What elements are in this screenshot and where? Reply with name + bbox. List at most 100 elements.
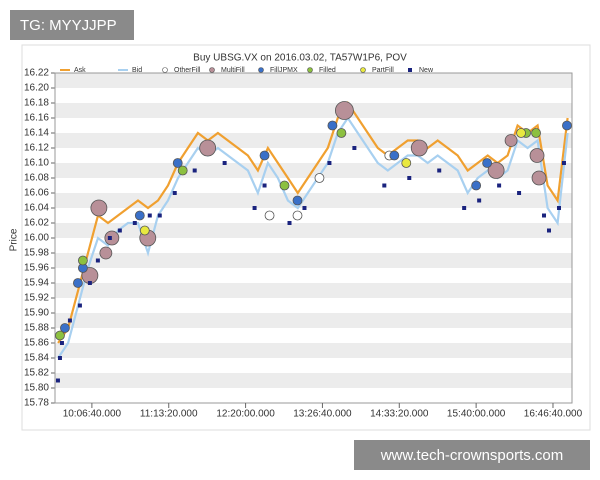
grid-band (55, 283, 572, 298)
legend-label: New (419, 67, 434, 74)
fill-marker (482, 158, 493, 168)
x-tick-label: 16:46:40.000 (524, 409, 583, 420)
order-marker (497, 183, 502, 188)
fill-marker (401, 158, 412, 168)
order-marker (382, 183, 387, 188)
fill-marker (139, 225, 150, 236)
y-tick-label: 15.84 (24, 353, 49, 364)
order-marker (437, 168, 442, 173)
fill-marker (327, 120, 338, 131)
order-marker (477, 198, 482, 203)
grid-band (55, 223, 572, 238)
y-tick-label: 15.86 (24, 338, 49, 349)
order-marker (547, 228, 552, 233)
y-tick-label: 15.90 (24, 308, 49, 319)
fill-marker (279, 180, 290, 191)
order-marker (59, 341, 64, 345)
y-tick-label: 16.18 (24, 98, 49, 109)
fill-marker (292, 195, 303, 206)
watermark-text: TG: MYYJJPP (20, 17, 117, 34)
order-marker (95, 258, 100, 263)
order-marker (192, 168, 197, 173)
grid-band (55, 193, 572, 208)
order-marker (57, 356, 62, 360)
watermark-box (10, 10, 134, 40)
y-tick-label: 15.94 (24, 278, 49, 289)
y-tick-label: 16.12 (24, 143, 49, 154)
y-tick-label: 16.04 (24, 203, 49, 214)
y-tick-label: 16.16 (24, 113, 49, 124)
fill-marker (529, 148, 545, 163)
fill-marker (55, 330, 65, 341)
order-marker (327, 161, 332, 165)
grid-band (55, 73, 572, 88)
fill-marker (531, 170, 547, 186)
y-tick-label: 16.20 (24, 83, 49, 94)
order-marker (87, 281, 92, 285)
order-marker (172, 191, 177, 195)
y-tick-label: 16.14 (24, 128, 49, 139)
fill-marker (504, 134, 518, 147)
order-marker (157, 213, 162, 218)
y-tick-label: 15.80 (24, 383, 49, 394)
legend-label: Ask (74, 67, 86, 74)
legend-label: PartFill (372, 67, 394, 74)
legend-label: FillJPMX (270, 67, 298, 74)
order-marker (287, 221, 292, 225)
fill-marker (334, 101, 354, 120)
order-marker (252, 206, 257, 210)
y-tick-label: 15.82 (24, 368, 49, 379)
fill-marker (487, 162, 505, 179)
fill-marker (172, 158, 183, 168)
y-tick-label: 16.10 (24, 158, 49, 169)
fill-marker (90, 199, 108, 217)
fill-marker (314, 173, 325, 183)
x-tick-label: 12:20:00.000 (216, 409, 275, 420)
y-tick-label: 16.08 (24, 173, 49, 184)
fill-marker (410, 139, 428, 157)
fill-marker (531, 128, 541, 138)
fill-marker (99, 246, 113, 260)
grid-band (55, 253, 572, 268)
plot-area (54, 72, 573, 404)
x-tick-label: 15:40:00.000 (447, 409, 506, 420)
fill-marker (292, 210, 303, 221)
legend-label: Bid (132, 67, 142, 74)
fill-marker (77, 255, 88, 266)
fill-marker (60, 323, 70, 333)
legend-swatch (360, 67, 366, 73)
order-marker (55, 378, 60, 383)
fill-marker (177, 165, 188, 176)
y-tick-label: 16.06 (24, 188, 49, 199)
grid-band (55, 313, 572, 328)
order-marker (462, 206, 467, 210)
y-tick-label: 16.00 (24, 233, 49, 244)
fill-marker (259, 150, 270, 161)
legend-swatch (162, 67, 168, 73)
grid-band (55, 373, 572, 388)
y-tick-label: 16.02 (24, 218, 49, 229)
x-tick-label: 14:33:20.000 (370, 409, 429, 420)
y-tick-label: 15.88 (24, 323, 49, 334)
y-tick-label: 16.22 (24, 68, 49, 79)
fill-marker (562, 120, 572, 131)
grid-band (55, 103, 572, 118)
order-marker (107, 236, 112, 240)
fill-marker (73, 278, 83, 288)
legend-label: OtherFill (174, 67, 201, 74)
grid-band (55, 343, 572, 358)
order-marker (147, 213, 152, 218)
legend-swatch (408, 68, 412, 72)
fill-marker (389, 150, 400, 161)
order-marker (517, 191, 522, 195)
watermark-box (354, 440, 590, 470)
fill-marker (336, 128, 347, 138)
chart-title: Buy UBSG.VX on 2016.03.02, TA57W1P6, POV (193, 53, 407, 64)
order-marker (67, 318, 72, 323)
fill-marker (199, 139, 217, 157)
legend-label: Filled (319, 67, 336, 74)
x-tick-label: 11:13:20.000 (140, 409, 198, 420)
y-tick-label: 15.92 (24, 293, 49, 304)
legend-swatch (209, 67, 215, 73)
